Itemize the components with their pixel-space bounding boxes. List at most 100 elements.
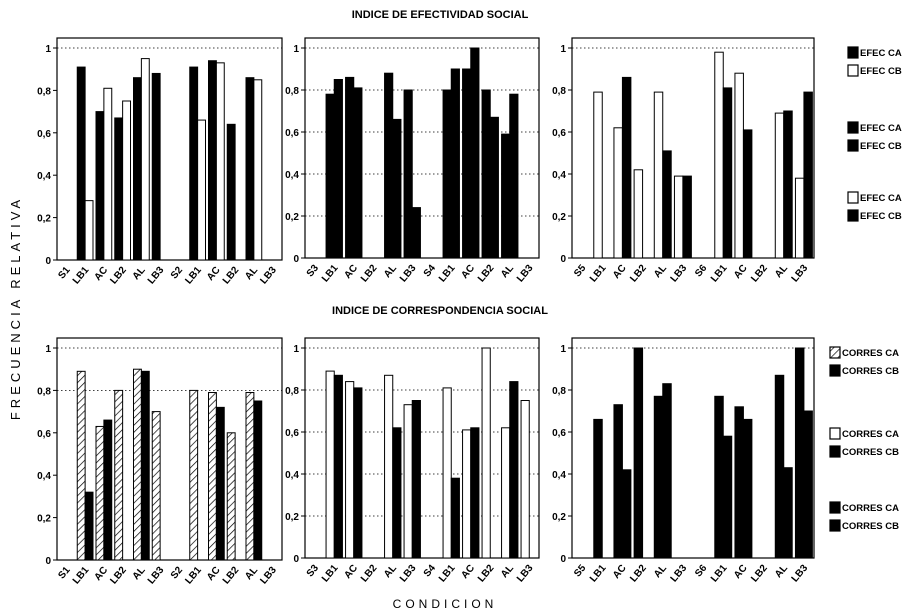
bar-lb2	[114, 389, 124, 561]
x-tick-label: LB1	[320, 263, 341, 285]
bar-al	[392, 427, 402, 559]
y-axis-label: FRECUENCIA RELATIVA	[8, 196, 23, 420]
y-tick-label: 0,2	[552, 512, 566, 523]
x-tick-label: S6	[693, 263, 710, 280]
bar-lb3	[794, 347, 805, 559]
bar-ac	[208, 60, 217, 261]
y-tick-label: 0,6	[37, 129, 51, 140]
y-tick-label: 0,2	[37, 214, 51, 225]
x-tick-label: S3	[305, 263, 322, 280]
bar-lb2	[481, 347, 491, 559]
legend-entry: EFEC CB	[847, 64, 902, 77]
panel-frame	[56, 337, 283, 561]
legend-swatch	[847, 46, 859, 59]
y-tick-label: 1	[560, 344, 566, 355]
bar-ac	[345, 381, 355, 559]
legend-swatch	[829, 346, 841, 359]
bar-ac	[345, 76, 355, 259]
bar-lb1	[450, 477, 460, 559]
y-tick-label: 0	[293, 554, 299, 565]
bar-lb1	[189, 389, 199, 561]
x-tick-label: AL	[499, 263, 516, 280]
x-tick-label: LB2	[628, 563, 649, 585]
panel-frame	[304, 37, 540, 259]
y-tick-label: 0,8	[552, 86, 566, 97]
legend-entry: CORRES CA	[829, 346, 899, 359]
bar-lb3	[403, 89, 413, 259]
bar-al	[140, 370, 150, 561]
bar-ac	[95, 111, 105, 261]
y-tick-label: 0,8	[552, 386, 566, 397]
y-tick-label: 0,4	[37, 171, 51, 182]
y-tick-label: 0,4	[552, 470, 566, 481]
x-tick-label: S4	[422, 263, 439, 280]
y-tick-label: 1	[293, 344, 299, 355]
legend-label: CORRES CB	[842, 521, 899, 532]
bar-lb2	[633, 347, 644, 559]
legend-entry: CORRES CA	[829, 427, 899, 440]
bar-ac	[613, 127, 623, 259]
x-tick-label: AC	[732, 263, 750, 281]
x-tick-label: S4	[422, 563, 439, 580]
x-tick-label: AL	[652, 263, 669, 280]
y-tick-label: 1	[293, 44, 299, 55]
x-tick-label: LB1	[709, 263, 730, 285]
x-tick-label: LB1	[183, 265, 204, 287]
bar-ac	[215, 62, 225, 261]
bar-al	[653, 91, 664, 259]
legend-swatch	[847, 139, 859, 152]
bar-al	[653, 395, 664, 559]
legend-swatch	[829, 427, 841, 440]
x-tick-label: AC	[459, 563, 477, 581]
x-tick-label: LB3	[790, 263, 811, 285]
x-tick-label: LB2	[749, 563, 770, 585]
x-tick-label: LB3	[515, 563, 536, 585]
x-tick-label: AC	[205, 565, 223, 583]
x-tick-label: LB3	[258, 565, 279, 587]
legend-entry: CORRES CB	[829, 364, 899, 377]
y-tick-label: 0	[45, 256, 51, 267]
bar-lb1	[76, 66, 86, 261]
x-tick-label: LB2	[476, 263, 497, 285]
legend-label: CORRES CB	[842, 447, 899, 458]
legend-swatch	[829, 519, 841, 532]
x-tick-label: LB1	[183, 565, 204, 587]
x-tick-label: AL	[652, 563, 669, 580]
legend-label: EFEC CB	[860, 211, 902, 222]
bar-ac	[208, 392, 217, 561]
legend-entry: EFEC CA	[847, 46, 902, 59]
x-tick-label: LB1	[320, 563, 341, 585]
bar-lb1	[722, 435, 733, 559]
bar-al	[133, 77, 142, 261]
x-tick-label: AC	[342, 563, 360, 581]
x-tick-label: AL	[773, 563, 790, 580]
bar-al	[384, 374, 394, 559]
bar-al	[245, 77, 255, 261]
y-tick-label: 0,2	[552, 212, 566, 223]
bar-lb3	[682, 175, 692, 259]
legend-entry: EFEC CA	[847, 121, 902, 134]
panel-frame	[56, 37, 283, 261]
y-tick-label: 0	[560, 254, 566, 265]
bar-lb2	[489, 116, 499, 259]
x-tick-label: LB2	[359, 263, 380, 285]
bar-lb1	[333, 79, 343, 259]
bar-ac	[215, 406, 225, 561]
bar-al	[253, 79, 263, 261]
y-tick-label: 0,6	[552, 428, 566, 439]
y-tick-label: 1	[45, 44, 51, 55]
bar-lb1	[450, 68, 460, 259]
y-tick-label: 0	[560, 554, 566, 565]
bar-ac	[621, 469, 632, 559]
x-tick-label: LB3	[258, 265, 279, 287]
bar-lb3	[151, 72, 161, 261]
bar-lb3	[403, 404, 413, 559]
legend-swatch	[847, 121, 859, 134]
legend-label: CORRES CA	[842, 348, 899, 359]
